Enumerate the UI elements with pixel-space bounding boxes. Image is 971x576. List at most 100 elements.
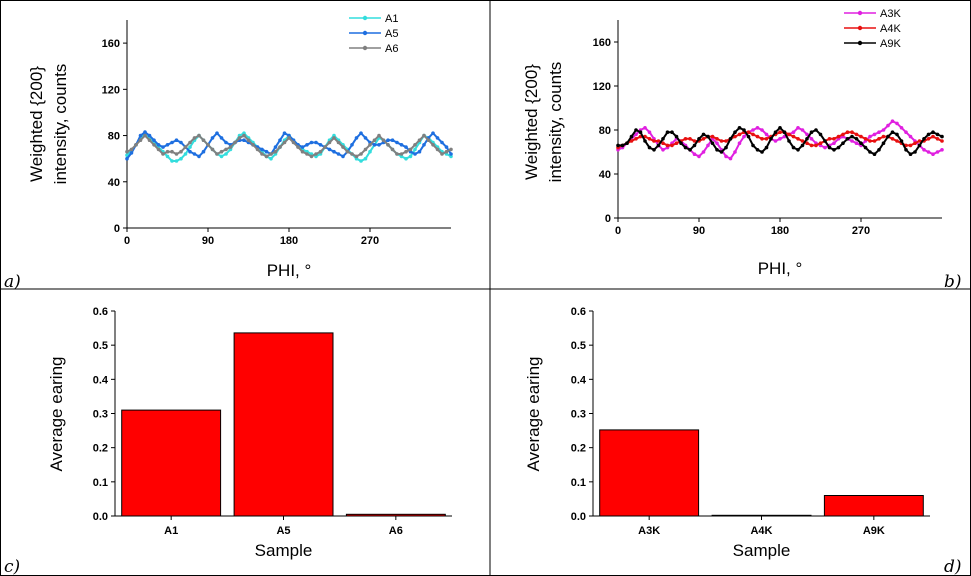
data-point-a9k (665, 130, 670, 134)
y-tick-label: 0.5 (93, 340, 108, 352)
data-point-a6 (296, 145, 300, 149)
data-point-a1 (174, 159, 179, 163)
data-point-a9k (737, 126, 742, 130)
data-point-a4k (647, 137, 652, 141)
data-point-a6 (215, 152, 219, 156)
data-point-a3k (796, 126, 800, 130)
x-axis-title: Sample (733, 541, 791, 560)
data-point-a9k (706, 134, 710, 139)
data-point-a6 (264, 154, 269, 159)
data-point-a4k (827, 137, 832, 141)
y-tick-label: 0.1 (571, 477, 586, 489)
data-point-a9k (710, 141, 715, 145)
data-point-a5 (314, 140, 318, 145)
data-point-a9k (773, 130, 778, 134)
data-point-a3k (661, 148, 665, 152)
panel-c-bar-chart: 0.0 0.1 0.2 0.3 0.4 0.5 0.6 Average earing Sampl… (47, 306, 452, 560)
data-point-a5 (201, 149, 206, 154)
legend-label-a1: A1 (385, 13, 398, 25)
data-point-a3k (872, 132, 877, 137)
bar-a4k (711, 514, 812, 517)
data-point-a3k (692, 152, 697, 156)
data-point-a5 (435, 136, 440, 140)
y-axis-title: Average earing (47, 357, 66, 472)
data-point-a3k (922, 148, 926, 152)
legend-label-a9k: A9K (880, 38, 901, 50)
data-point-a4k (787, 132, 791, 137)
data-point-a6 (147, 138, 152, 142)
data-point-a9k (742, 128, 746, 132)
data-point-a3k (773, 139, 778, 143)
data-point-a9k (908, 152, 913, 156)
data-point-a3k (809, 137, 814, 141)
data-point-a4k (791, 134, 796, 139)
data-point-a4k (724, 139, 728, 143)
data-point-a3k (832, 141, 836, 145)
data-point-a5 (215, 131, 219, 135)
data-point-a9k (674, 134, 679, 139)
data-point-a3k (850, 139, 854, 143)
data-point-a3k (854, 141, 859, 145)
data-point-a6 (309, 154, 314, 159)
data-point-a6 (237, 136, 242, 140)
data-point-a9k (679, 141, 683, 145)
data-point-a9k (818, 132, 823, 137)
data-point-a6 (314, 152, 318, 156)
data-point-a6 (287, 136, 291, 140)
data-point-a9k (823, 139, 827, 143)
data-point-a3k (791, 130, 796, 134)
panel-letter-b: b) (944, 272, 962, 292)
x-tick-label: 0 (615, 225, 621, 237)
data-point-a6 (251, 143, 255, 147)
x-tick-label: A9K (863, 525, 885, 537)
data-point-a4k (764, 137, 769, 141)
data-point-a9k (692, 143, 697, 148)
data-point-a9k (697, 137, 701, 141)
data-point-a5 (138, 133, 143, 138)
data-point-a9k (931, 130, 935, 134)
data-point-a3k (868, 134, 872, 139)
data-point-a6 (332, 136, 336, 140)
data-point-a5 (282, 131, 287, 135)
data-point-a3k (737, 141, 742, 145)
y-axis-title: Weighted {200} (27, 66, 46, 182)
data-point-a6 (408, 147, 413, 152)
y-tick-label: 0.6 (93, 306, 108, 318)
data-point-a3k (823, 145, 827, 150)
data-point-a4k (877, 137, 881, 141)
data-point-a1 (404, 156, 408, 161)
data-point-a3k (701, 150, 706, 154)
data-point-a9k (670, 130, 674, 134)
data-point-a9k (760, 150, 764, 154)
data-point-a9k (832, 148, 836, 152)
data-point-a5 (336, 152, 341, 156)
y-tick-label: 0 (114, 223, 120, 235)
data-point-a3k (733, 150, 737, 154)
data-point-a6 (377, 133, 381, 138)
data-point-a4k (805, 141, 809, 145)
data-point-a5 (404, 145, 408, 149)
data-point-a9k (616, 143, 620, 148)
data-point-a9k (683, 145, 688, 150)
data-point-a6 (359, 152, 363, 156)
data-point-a6 (188, 140, 192, 145)
data-point-a6 (192, 136, 197, 140)
data-point-a4k (926, 137, 931, 141)
data-point-a9k (634, 128, 638, 132)
data-point-a4k (935, 137, 940, 141)
data-point-a5 (161, 145, 165, 149)
data-point-a6 (134, 143, 138, 147)
data-point-a5 (179, 140, 183, 145)
y-tick-label: 0.2 (571, 443, 586, 455)
data-point-a6 (156, 147, 161, 152)
data-point-a4k (670, 143, 674, 148)
data-point-a3k (634, 132, 638, 137)
y-tick-label: 0.1 (93, 477, 108, 489)
data-point-a5 (273, 145, 278, 149)
data-point-a3k (886, 123, 890, 128)
panel-b-line-chart: 0 40 80 120 160 Weighted {200} intensity, coun… (522, 8, 944, 278)
data-point-a3k (926, 150, 931, 154)
y-tick-label: 0 (605, 213, 611, 225)
data-point-a5 (192, 152, 197, 156)
data-point-a9k (940, 134, 944, 139)
